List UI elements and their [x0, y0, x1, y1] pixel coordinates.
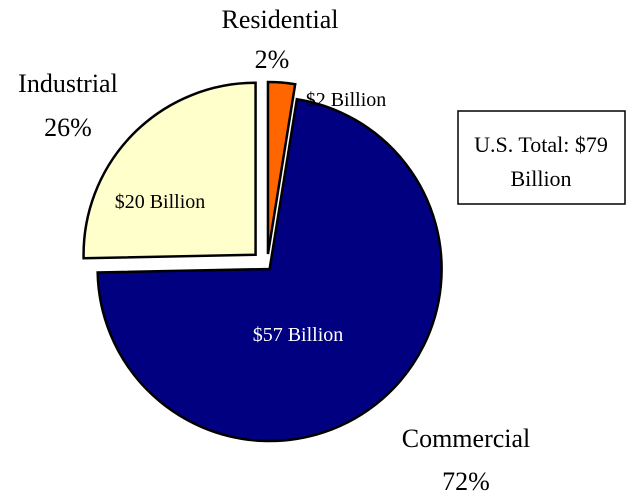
industrial-category-label: Industrial: [18, 69, 118, 98]
industrial-value-label: $20 Billion: [115, 191, 206, 213]
total-line-1: U.S. Total: $79: [474, 132, 608, 157]
industrial-slice: [82, 81, 257, 260]
total-line-2: Billion: [510, 166, 571, 191]
commercial-value-label: $57 Billion: [253, 324, 344, 346]
pie-slices: [82, 80, 443, 443]
residential-category-label: Residential: [222, 5, 339, 34]
total-annotation-box: U.S. Total: $79 Billion: [457, 110, 626, 205]
industrial-percent-label: 26%: [44, 113, 92, 142]
commercial-category-label: Commercial: [402, 424, 531, 453]
residential-percent-label: 2%: [255, 45, 290, 74]
residential-slice: [266, 80, 297, 255]
commercial-percent-label: 72%: [442, 467, 490, 496]
commercial-slice: [96, 97, 443, 443]
residential-value-label: $2 Billion: [306, 89, 387, 111]
